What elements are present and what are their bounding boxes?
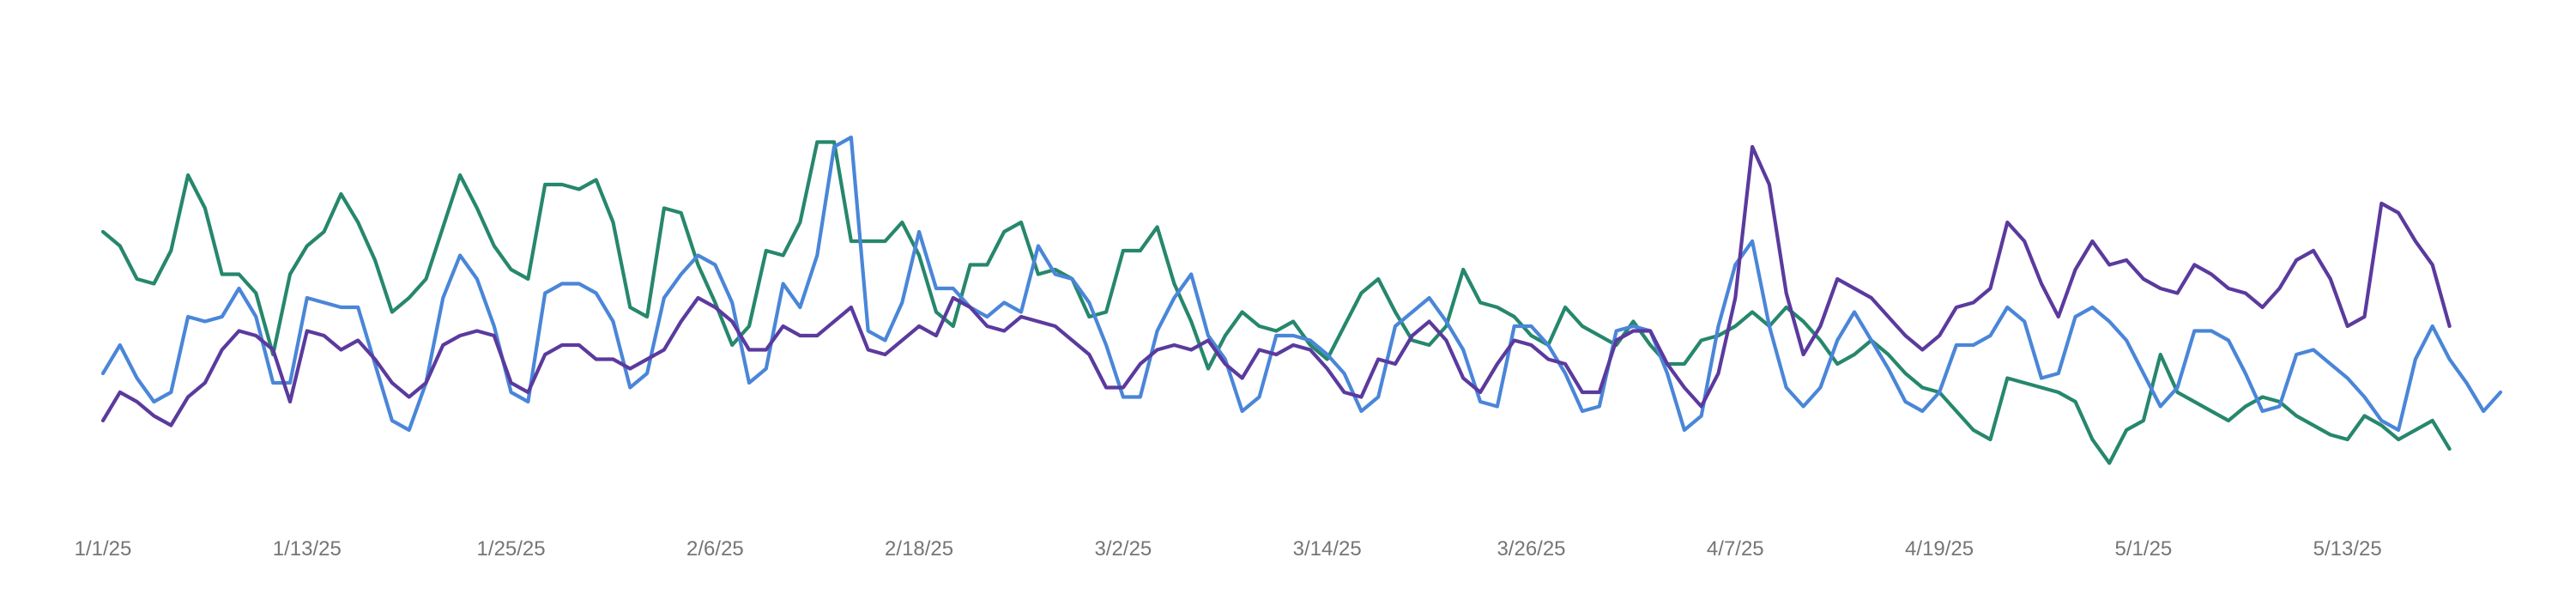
- x-tick-label: 3/14/25: [1293, 537, 1362, 561]
- x-tick-label: 1/13/25: [273, 537, 342, 561]
- x-axis-ticks: 1/1/25 1/13/25 1/25/25 2/6/25 2/18/25 3/2/25 3…: [75, 537, 2382, 561]
- x-tick-label: 4/19/25: [1905, 537, 1974, 561]
- x-tick-label: 2/18/25: [885, 537, 953, 561]
- x-tick-label: 3/26/25: [1497, 537, 1565, 561]
- x-tick-label: 2/6/25: [686, 537, 744, 561]
- x-tick-label: 4/7/25: [1707, 537, 1764, 561]
- series-layer: [100, 135, 2503, 465]
- x-tick-label: 3/2/25: [1095, 537, 1152, 561]
- x-tick-label: 1/1/25: [75, 537, 132, 561]
- x-tick-label: 1/25/25: [477, 537, 546, 561]
- series-line-1: [100, 140, 2452, 465]
- series-line-3: [100, 144, 2452, 427]
- x-tick-label: 5/1/25: [2115, 537, 2173, 561]
- x-tick-label: 5/13/25: [2313, 537, 2382, 561]
